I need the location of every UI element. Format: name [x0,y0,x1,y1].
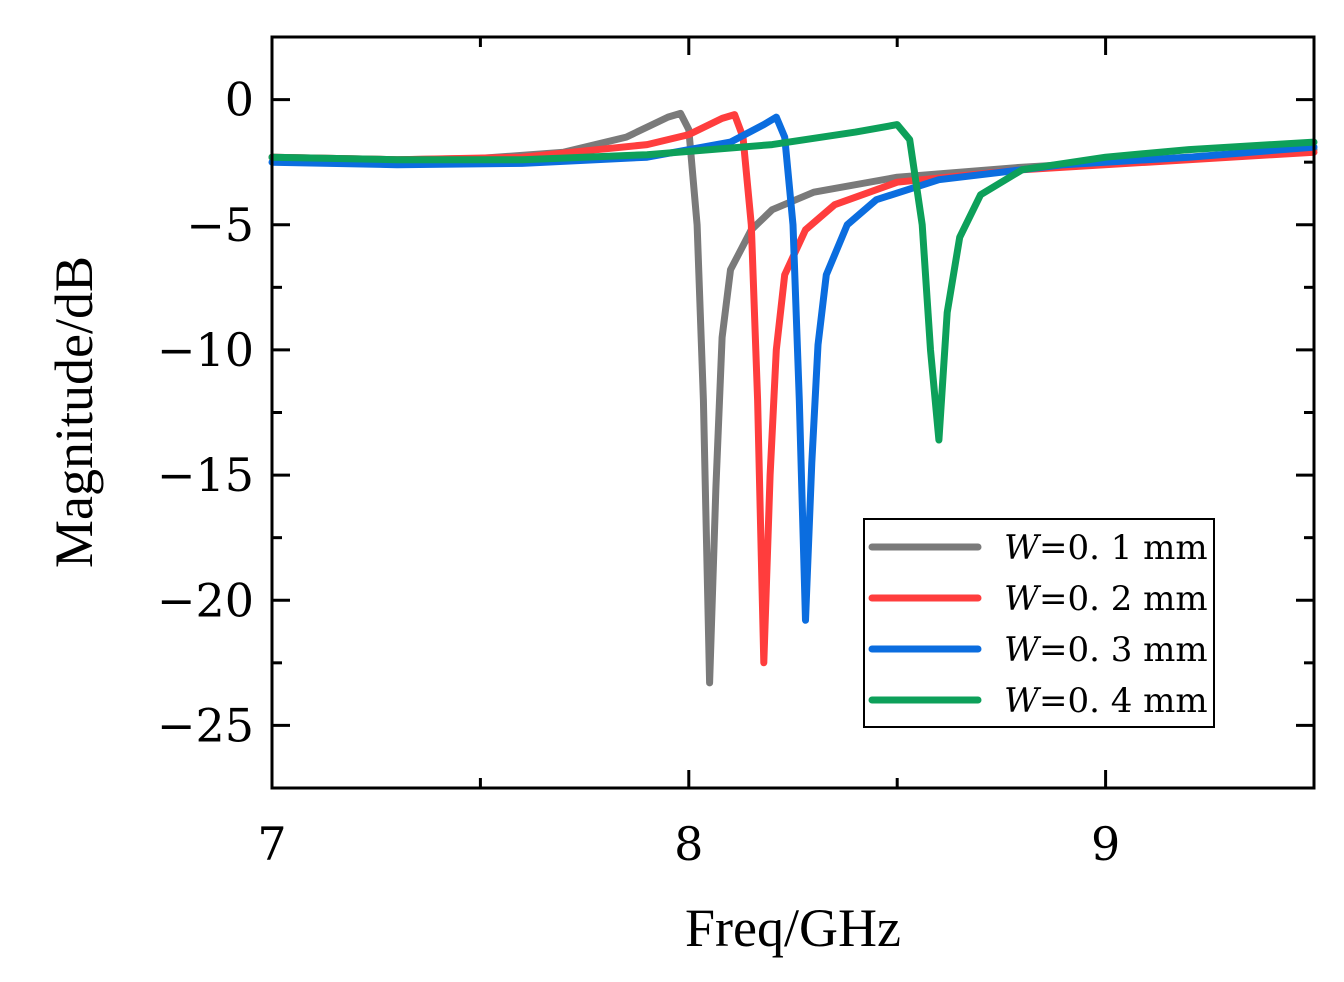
y-tick-label: −20 [157,573,254,627]
legend-value: =0. 4 mm [1039,681,1208,721]
plot-frame [270,35,1316,790]
x-tick-label: 8 [674,817,703,871]
y-tick-label: −15 [157,448,254,502]
series-line-4 [268,121,1318,444]
y-axis-title: Magnitude/dB [44,256,104,568]
x-tick-label: 7 [257,817,286,871]
y-tick-label: −10 [157,323,254,377]
legend-variable: W [1004,579,1042,619]
legend-label: W=0. 2 mm [1004,579,1208,619]
series-line-2 [268,111,1318,667]
legend-value: =0. 1 mm [1039,528,1208,568]
x-tick-label: 9 [1091,817,1120,871]
legend: W=0. 1 mmW=0. 2 mmW=0. 3 mmW=0. 4 mm [863,518,1215,728]
legend-box [863,518,1215,728]
series-line-1 [268,109,1318,687]
x-axis-title: Freq/GHz [685,898,901,958]
y-tick-label: 0 [225,73,254,127]
legend-variable: W [1004,528,1042,568]
legend-label: W=0. 3 mm [1004,630,1208,670]
tick-labels: 7 8 9 0 −5 −10 −15 −20 −25 [157,73,1120,871]
y-tick-label: −25 [157,698,254,752]
legend-label: W=0. 1 mm [1004,528,1208,568]
legend-label: W=0. 4 mm [1004,681,1208,721]
legend-variable: W [1004,681,1042,721]
legend-value: =0. 3 mm [1039,630,1208,670]
y-tick-label: −5 [186,198,254,252]
legend-value: =0. 2 mm [1039,579,1208,619]
legend-variable: W [1004,630,1042,670]
series-lines [268,109,1318,687]
